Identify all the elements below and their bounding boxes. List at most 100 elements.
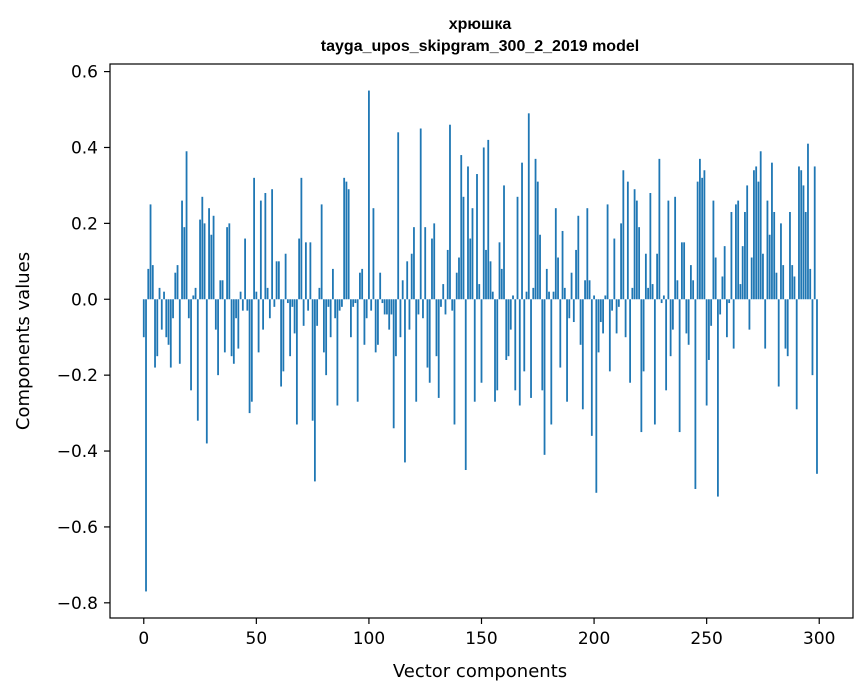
bar xyxy=(744,211,746,300)
bar xyxy=(723,246,726,300)
bar xyxy=(300,177,303,300)
bar xyxy=(365,299,368,319)
bar xyxy=(494,299,496,402)
bar xyxy=(172,299,174,319)
bar xyxy=(212,215,215,300)
bar xyxy=(816,299,818,474)
bar xyxy=(322,299,325,353)
bar xyxy=(428,299,431,383)
bar xyxy=(467,166,469,300)
bar xyxy=(167,299,170,345)
y-tick-label: −0.4 xyxy=(57,442,98,462)
bar xyxy=(503,185,505,300)
bar xyxy=(419,128,422,300)
bar xyxy=(717,299,719,497)
bar xyxy=(203,223,206,300)
bar xyxy=(368,90,370,300)
bar xyxy=(759,151,762,300)
bar xyxy=(165,299,168,338)
bar xyxy=(611,299,613,311)
bar xyxy=(777,299,780,387)
bar xyxy=(552,291,555,300)
x-axis-label: Vector components xyxy=(393,661,567,682)
bar xyxy=(624,299,627,338)
bar xyxy=(644,253,647,300)
bar xyxy=(518,299,521,406)
bar xyxy=(649,193,652,300)
bar xyxy=(786,299,789,357)
bar xyxy=(807,143,809,300)
bar xyxy=(221,280,224,300)
bar xyxy=(631,287,634,300)
x-axis-ticks: 0 50 100 150 200 250 300 xyxy=(138,618,835,649)
bar xyxy=(257,299,260,353)
bar xyxy=(543,299,546,455)
bar xyxy=(246,299,249,311)
bar xyxy=(557,257,559,300)
bar xyxy=(570,272,573,300)
bar xyxy=(194,287,197,300)
bar xyxy=(784,299,787,349)
bar xyxy=(383,299,386,315)
bar xyxy=(415,299,418,402)
bar xyxy=(232,299,235,364)
bar xyxy=(329,299,332,338)
bar xyxy=(683,242,686,300)
bar xyxy=(178,299,181,364)
bar xyxy=(228,223,231,300)
bar xyxy=(762,253,764,300)
bar xyxy=(273,299,276,307)
bar xyxy=(237,299,240,349)
bar xyxy=(791,265,794,300)
x-tick-label: 150 xyxy=(465,629,497,649)
bar xyxy=(735,204,737,300)
bar xyxy=(350,299,352,338)
bar xyxy=(289,299,292,357)
bar xyxy=(487,139,490,300)
bar xyxy=(226,227,228,300)
bar xyxy=(451,299,454,311)
bar xyxy=(163,291,165,300)
bar xyxy=(811,299,814,376)
bar xyxy=(613,238,616,300)
bar xyxy=(435,299,438,357)
bar xyxy=(523,299,526,372)
bar xyxy=(266,287,269,300)
bar xyxy=(433,223,436,300)
bar xyxy=(608,299,611,372)
bar xyxy=(714,257,717,300)
x-tick-label: 300 xyxy=(803,629,835,649)
bar xyxy=(732,299,735,349)
bar xyxy=(780,223,782,300)
bar xyxy=(660,299,663,304)
bar xyxy=(548,291,550,300)
bar xyxy=(345,181,348,300)
bar xyxy=(491,291,494,300)
bar xyxy=(381,299,384,304)
bar xyxy=(662,295,665,300)
bar xyxy=(489,261,492,300)
bar xyxy=(347,189,350,300)
bar xyxy=(615,299,618,334)
bar xyxy=(372,208,375,300)
bar xyxy=(476,174,478,300)
x-tick-label: 250 xyxy=(690,629,722,649)
bar xyxy=(500,268,503,300)
bar xyxy=(359,272,361,300)
bar xyxy=(214,299,217,330)
bar xyxy=(397,132,400,300)
bar xyxy=(455,272,458,300)
bar xyxy=(304,242,307,300)
y-axis-ticks: −0.8 −0.6 −0.4 −0.2 0.0 0.2 0.4 0.6 xyxy=(57,63,110,614)
bar xyxy=(635,200,638,300)
bar xyxy=(768,234,771,300)
bar xyxy=(444,299,447,315)
bar xyxy=(588,280,591,300)
bar xyxy=(656,253,659,300)
bar xyxy=(633,189,636,300)
bar xyxy=(699,158,701,300)
bar xyxy=(507,299,510,357)
bar xyxy=(773,211,776,300)
bar xyxy=(336,299,339,406)
